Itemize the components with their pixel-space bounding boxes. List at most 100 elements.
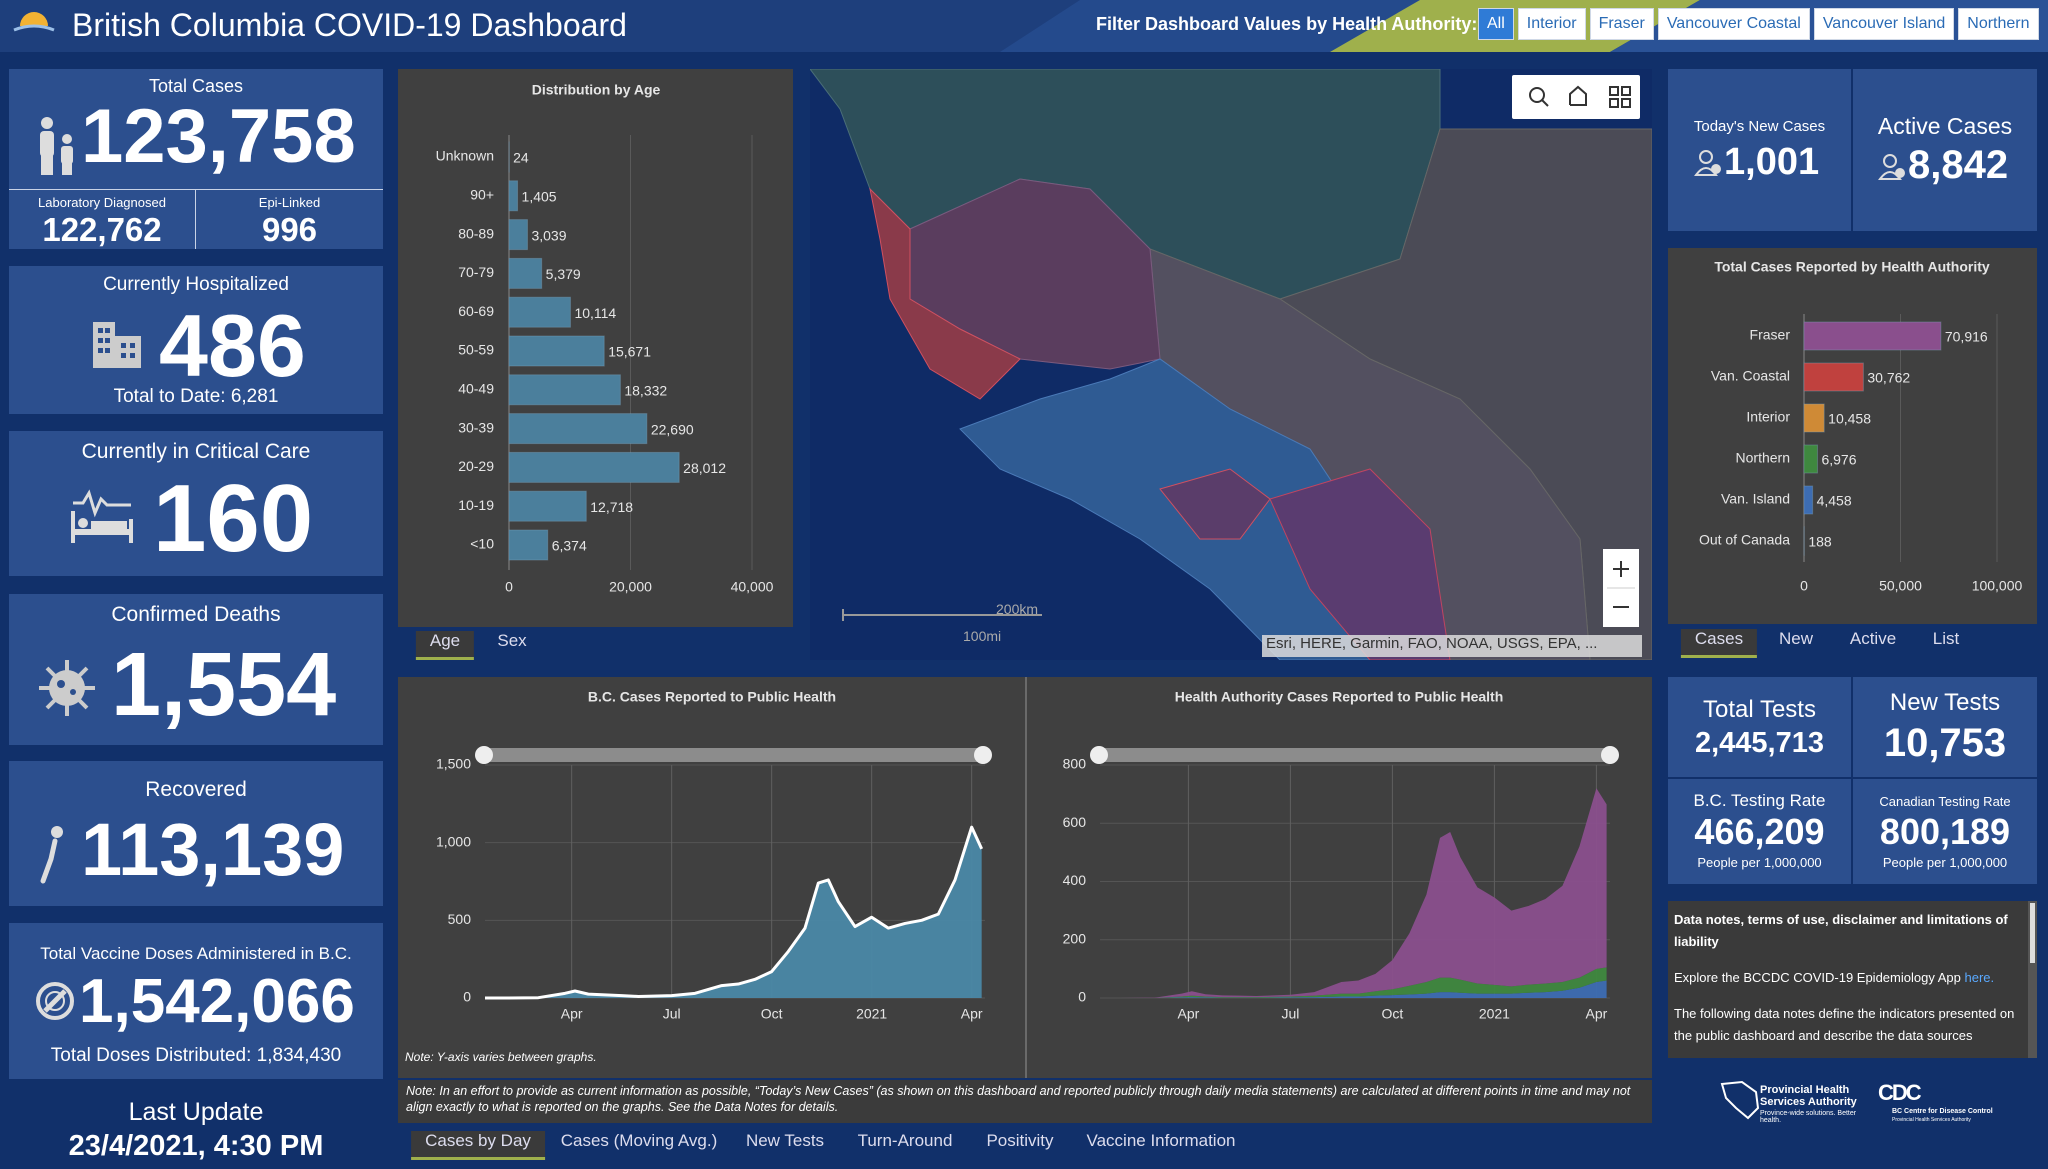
ha-chart-panel [1668,248,2037,624]
map-tool-icons[interactable] [1512,75,1640,119]
person-icon [1878,154,1905,180]
map-toolbar [1512,75,1640,119]
deaths-value: 1,554 [111,635,337,735]
bccdc-name: BC Centre for Disease Control [1892,1108,1993,1115]
tab[interactable]: Sex [497,631,527,650]
card-sub: Total to Date: 6,281 [113,386,279,407]
total-tests-label: Total Tests [1703,696,1816,723]
ca-rate-sub: People per 1,000,000 [1882,855,2008,870]
phsa-tagline: Province-wide solutions. Better health. [1760,1110,1857,1124]
new-tests-label: New Tests [1889,689,2001,716]
tab[interactable]: Age [415,631,475,660]
divider [1851,69,1853,231]
bed-icon [71,489,133,543]
scrollbar[interactable] [2028,901,2037,1058]
divider [1851,677,1853,884]
scale-bar [842,609,1042,621]
divider [195,190,196,249]
total-cases-value: 123,758 [81,94,356,179]
tests-card: Total Tests 2,445,713 New Tests 10,753 B… [1668,677,2037,884]
current-note: Note: In an effort to provide as current… [398,1080,1652,1123]
phsa-name: Provincial Health Services Authority [1760,1084,1857,1108]
divider [1025,677,1027,1078]
phsa-logo [1720,1080,1760,1120]
last-update-label: Last Update [128,1098,264,1126]
card-label: Currently Hospitalized [103,274,289,295]
tab[interactable]: Turn-Around [857,1131,953,1150]
filter-button[interactable]: All [1478,8,1514,40]
scroll-thumb[interactable] [2030,903,2035,963]
data-notes-title: Data notes, terms of use, disclaimer and… [1674,912,2008,949]
bccdc-sub: Provincial Health Services Authority [1892,1117,1971,1123]
tab[interactable]: List [1932,629,1960,648]
data-notes-explore: Explore the BCCDC COVID-19 Epidemiology … [1668,953,2028,989]
bc-rate-label: B.C. Testing Rate [1693,791,1826,810]
card-label: Total Vaccine Doses Administered in B.C. [40,944,352,963]
zoom-control[interactable] [1603,549,1639,627]
hospitalized-card: Currently Hospitalized 486 Total to Date… [9,266,383,414]
filter-bar: All Interior Fraser Vancouver Coastal Vancou… [1474,8,2039,40]
virus-icon [39,660,95,716]
walker-icon [40,826,63,884]
tab[interactable]: Vaccine Information [1086,1131,1236,1150]
epi-label: Epi-Linked [258,195,321,210]
tab[interactable]: Cases by Day [411,1131,545,1160]
tab[interactable]: New [1778,629,1814,648]
scale-mi: 100mi [963,628,1002,644]
hospital-icon [93,322,141,368]
new-tests-value: 10,753 [1883,721,2007,765]
tab[interactable]: New Tests [745,1131,825,1150]
new-active-card: Today's New Cases 1,001 Active Cases 8,8… [1668,69,2037,231]
card-label: Confirmed Deaths [111,603,281,626]
vaccine-icon [36,982,74,1020]
filter-button[interactable]: Northern [1958,8,2039,40]
vaccine-value: 1,542,066 [79,967,355,1036]
ca-rate-value: 800,189 [1879,811,2011,852]
tab[interactable]: Positivity [986,1131,1054,1150]
bccdc-mark: CDC [1878,1080,1922,1105]
data-notes: Data notes, terms of use, disclaimer and… [1668,901,2028,1058]
hospitalized-value: 486 [159,296,306,395]
new-cases-label: Today's New Cases [1693,118,1826,135]
filter-button[interactable]: Vancouver Island [1813,8,1955,40]
vaccine-card: Total Vaccine Doses Administered in B.C.… [9,923,383,1079]
data-notes-text: The following data notes define the indi… [1674,1006,2015,1043]
lab-value: 122,762 [42,211,162,248]
header: British Columbia COVID-19 Dashboard Filt… [0,0,2048,52]
y-axis-note: Note: Y-axis varies between graphs. [405,1050,597,1064]
divider [9,189,383,190]
person-icon [1694,150,1721,176]
card-label: Currently in Critical Care [81,440,311,463]
zoom-icons[interactable] [1603,549,1639,627]
recovered-card: Recovered 113,139 [9,761,383,906]
tab[interactable]: Active [1849,629,1897,648]
critical-card: Currently in Critical Care 160 [9,431,383,576]
tab[interactable]: Cases [1680,629,1758,658]
card-label: Recovered [145,778,247,801]
filter-label: Filter Dashboard Values by Health Author… [1096,14,1478,34]
map-shapes [810,69,1652,660]
age-chart-panel [398,69,793,627]
total-cases-card: Total Cases 123,758 Laboratory Diagnosed… [9,69,383,249]
dashboard-title: British Columbia COVID-19 Dashboard [72,7,627,43]
map: 200km 100mi Esri, HERE, Garmin, FAO, NOA… [810,69,1652,660]
bc-rate-value: 466,209 [1694,811,1825,852]
total-tests-value: 2,445,713 [1694,727,1824,759]
bc-rate-sub: People per 1,000,000 [1697,855,1822,870]
last-update-value: 23/4/2021, 4:30 PM [68,1130,324,1162]
tab[interactable]: Cases (Moving Avg.) [560,1131,718,1150]
deaths-card: Confirmed Deaths 1,554 [9,594,383,745]
card-sub: Total Doses Distributed: 1,834,430 [50,1045,342,1066]
recovered-value: 113,139 [81,808,345,891]
filter-button[interactable]: Fraser [1589,8,1654,40]
epi-value: 996 [261,211,318,248]
link[interactable]: here. [1964,970,1995,985]
lab-label: Laboratory Diagnosed [38,195,166,210]
filter-button[interactable]: Interior [1517,8,1586,40]
scale-km: 200km [996,601,1039,617]
active-cases-label: Active Cases [1877,113,2013,139]
map-attribution: Esri, HERE, Garmin, FAO, NOAA, USGS, EPA… [1262,635,1642,657]
filter-button[interactable]: Vancouver Coastal [1657,8,1810,40]
divider [1668,777,2037,779]
ca-rate-label: Canadian Testing Rate [1879,794,2011,809]
